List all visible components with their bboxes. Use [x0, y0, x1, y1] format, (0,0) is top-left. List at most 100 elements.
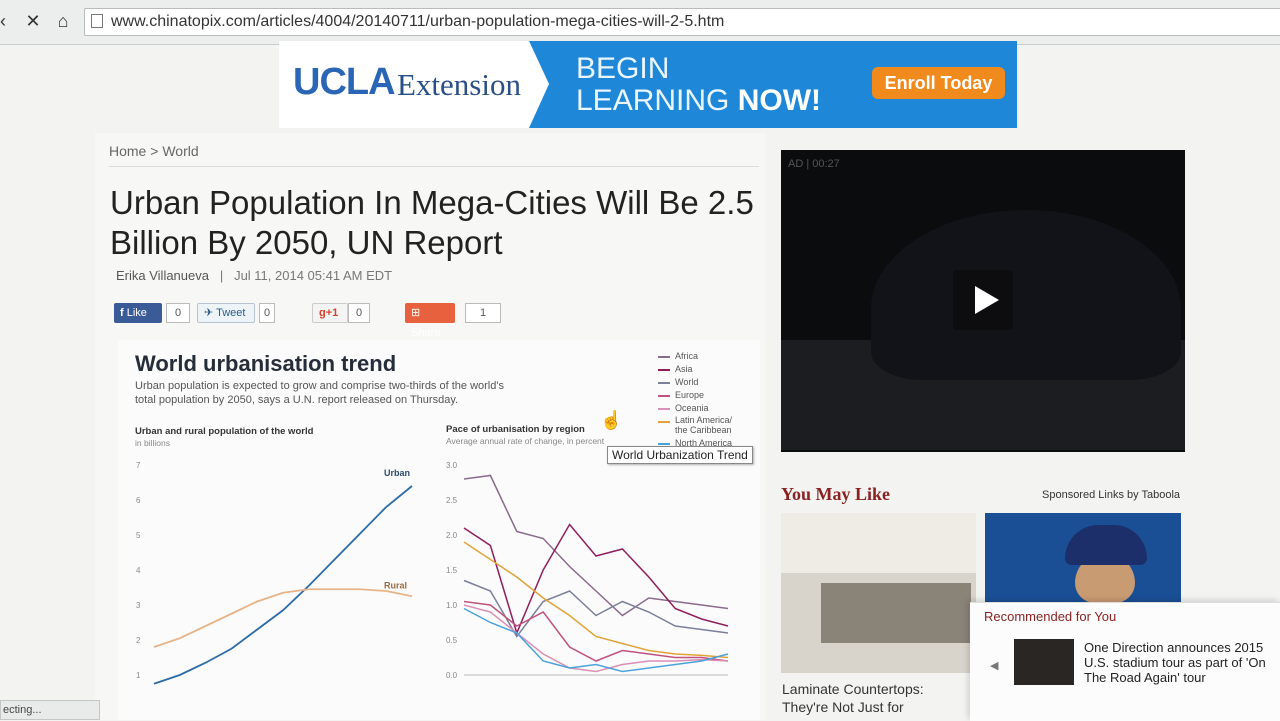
series-line-urban	[153, 485, 413, 685]
legend-label: Latin America/ the Caribbean	[675, 415, 733, 435]
breadcrumb-separator: >	[150, 143, 159, 159]
image-tooltip: World Urbanization Trend	[607, 446, 753, 464]
url-text[interactable]: www.chinatopix.com/articles/4004/2014071…	[111, 13, 725, 30]
y-tick-label: 6	[136, 496, 141, 505]
ad-logo-panel: UCLA Extension	[279, 41, 549, 128]
ucla-ad-banner[interactable]: UCLA Extension BEGIN LEARNING NOW! Enrol…	[279, 41, 1017, 128]
publish-date: Jul 11, 2014 05:41 AM EDT	[234, 268, 393, 283]
stop-icon[interactable]: ✕	[25, 11, 41, 31]
chart1-subtitle: in billions	[135, 438, 170, 448]
breadcrumb: Home > World	[109, 143, 199, 159]
share-button[interactable]: ⊞ Share	[405, 303, 455, 339]
gplus-button[interactable]: g+1	[312, 303, 348, 323]
chart2-title: Pace of urbanisation by region	[446, 424, 585, 435]
ad-line2-a: LEARNING	[576, 84, 730, 117]
legend-label: Africa	[675, 351, 699, 361]
gplus-count: 0	[348, 303, 370, 323]
enroll-today-button[interactable]: Enroll Today	[872, 67, 1005, 99]
divider	[109, 166, 759, 167]
you-may-like-heading: You May Like	[781, 484, 891, 504]
recommended-title: Recommended for You	[984, 609, 1117, 624]
series-line-asia	[463, 523, 729, 636]
series-line-rural	[153, 588, 413, 648]
tweet-label: Tweet	[216, 307, 246, 319]
urbanisation-pace-chart: 0.0 0.5 1.0 1.5 2.0 2.5 3.0	[446, 461, 729, 680]
browser-toolbar: ‹ ✕ ⌂ www.chinatopix.com/articles/4004/2…	[0, 0, 1280, 45]
video-car	[871, 210, 1181, 380]
kitchen-caption[interactable]: Laminate Countertops: They're Not Just f…	[782, 681, 924, 715]
recommended-popup: Recommended for You ◀ One Direction anno…	[970, 602, 1280, 721]
like-count: 0	[166, 303, 190, 323]
page-icon	[91, 14, 103, 28]
kitchen-thumbnail[interactable]	[781, 513, 976, 673]
kitchen-counter	[821, 583, 971, 643]
legend-item: Oceania	[658, 402, 745, 415]
legend-label: Oceania	[675, 403, 709, 413]
urbanisation-infographic[interactable]: World urbanisation trend Urban populatio…	[118, 340, 760, 720]
legend-label: Europe	[675, 390, 705, 400]
byline: Erika Villanueva | Jul 11, 2014 05:41 AM…	[116, 268, 392, 283]
recommended-thumbnail[interactable]	[1014, 639, 1074, 685]
y-tick-label: 2	[136, 636, 141, 645]
legend-swatch	[658, 408, 670, 410]
tweet-count: 0	[259, 303, 275, 323]
facebook-like-button[interactable]: f Like	[114, 303, 162, 323]
y-tick-label: 3.0	[446, 461, 458, 470]
series-line-north-america	[463, 607, 729, 673]
share-count: 1	[465, 303, 501, 323]
ad-headline: BEGIN LEARNING NOW!	[576, 53, 821, 117]
home-icon[interactable]: ⌂	[57, 11, 69, 31]
ad-line1: BEGIN	[576, 52, 670, 85]
breadcrumb-world[interactable]: World	[162, 143, 199, 159]
legend-item: North America	[658, 437, 745, 450]
y-tick-label: 7	[136, 461, 141, 470]
facebook-icon: f	[120, 307, 124, 319]
series-line-africa	[463, 474, 729, 617]
share-label: Share	[411, 327, 441, 339]
y-tick-label: 3	[136, 601, 141, 610]
recommended-headline[interactable]: One Direction announces 2015 U.S. stadiu…	[1084, 640, 1266, 685]
legend-item: World	[658, 376, 745, 389]
tv-thumbnail[interactable]	[985, 513, 1181, 603]
ad-brand-sub: Extension	[397, 67, 521, 102]
legend-swatch	[658, 395, 670, 397]
sponsored-links[interactable]: Sponsored Links by Taboola	[1042, 489, 1181, 501]
ad-line2: LEARNING NOW!	[576, 85, 821, 117]
y-tick-label: 2.5	[446, 496, 458, 505]
legend-label: World	[675, 377, 699, 387]
ad-line2-b: NOW!	[737, 84, 822, 117]
y-tick-label: 4	[136, 566, 141, 575]
y-tick-label: 0.0	[446, 671, 458, 680]
y-tick-label: 2.0	[446, 531, 458, 540]
series-line-europe	[463, 600, 729, 662]
article-title: Urban Population In Mega-Cities Will Be …	[110, 184, 754, 261]
kitchen-cabinets	[781, 513, 976, 573]
chart-legend: Africa Asia World Europe Oceania Latin Americ…	[658, 350, 745, 450]
urban-rural-chart: 1 2 3 4 5 6 7 Urban Rural	[136, 461, 413, 685]
breadcrumb-home[interactable]: Home	[109, 143, 147, 159]
figure-title: World urbanisation trend	[135, 351, 397, 376]
ad-brand: UCLA	[293, 61, 396, 103]
chart2-subtitle: Average annual rate of change, in percen…	[446, 436, 605, 446]
series-line-latin-america-the-caribbean	[463, 541, 729, 659]
author-link[interactable]: Erika Villanueva	[116, 268, 209, 283]
byline-separator: |	[219, 268, 224, 283]
legend-label: Asia	[675, 364, 693, 374]
back-arrow-icon[interactable]: ‹	[0, 11, 6, 31]
prev-arrow-icon[interactable]: ◀	[990, 660, 999, 672]
legend-item: Latin America/ the Caribbean	[658, 415, 745, 437]
video-ad-label: AD | 00:27	[788, 158, 840, 170]
legend-swatch	[658, 369, 670, 371]
y-tick-label: 1.5	[446, 566, 458, 575]
address-bar[interactable]: www.chinatopix.com/articles/4004/2014071…	[84, 8, 1280, 36]
share-icon: ⊞	[411, 307, 421, 319]
hand-cursor-icon: ☝	[600, 410, 623, 430]
video-player[interactable]: AD | 00:27	[781, 150, 1185, 452]
play-icon[interactable]	[953, 270, 1013, 330]
twitter-icon: ✈	[204, 307, 214, 319]
tweet-button[interactable]: ✈ Tweet	[197, 303, 255, 323]
legend-swatch	[658, 443, 670, 445]
legend-label: North America	[675, 438, 733, 448]
y-tick-label: 1	[136, 671, 141, 680]
gplus-icon: g	[319, 307, 326, 319]
